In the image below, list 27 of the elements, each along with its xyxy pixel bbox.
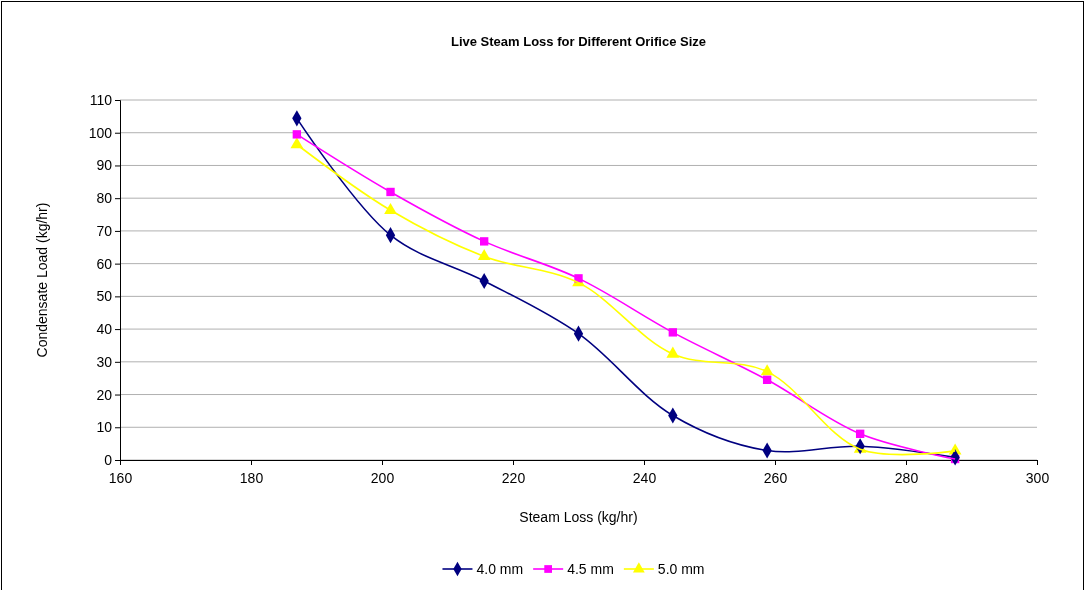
y-tick-label: 80 [96,190,113,207]
x-tick-label: 160 [108,470,133,487]
y-tick-label: 40 [96,321,113,338]
y-axis-title: Condensate Load (kg/hr) [34,202,50,358]
x-tick-label: 220 [501,470,526,487]
x-tick-label: 180 [239,470,264,487]
y-tick-label: 20 [96,386,113,403]
y-tick-label: 50 [96,288,113,305]
chart-title: Live Steam Loss for Different Orifice Size [450,34,707,49]
x-tick-label: 240 [632,470,657,487]
y-tick-label: 90 [96,157,113,174]
point [292,130,302,139]
legend-label: 4.0 mm [476,561,524,577]
legend-label: 4.5 mm [567,561,614,577]
y-tick-label: 60 [96,255,113,272]
y-tick-label: 110 [89,91,113,108]
y-tick-label: 70 [96,222,113,239]
x-tick-label: 200 [370,470,395,487]
x-axis-title: Steam Loss (kg/hr) [519,509,638,525]
y-tick-label: 100 [88,124,113,141]
y-tick-label: 10 [96,419,113,436]
legend-label: 5.0 mm [657,561,705,577]
x-tick-label: 280 [894,470,919,487]
y-tick-label: 0 [104,451,113,468]
x-tick-label: 260 [763,470,788,487]
y-tick-label: 30 [96,353,113,370]
x-tick-label: 300 [1025,470,1050,487]
